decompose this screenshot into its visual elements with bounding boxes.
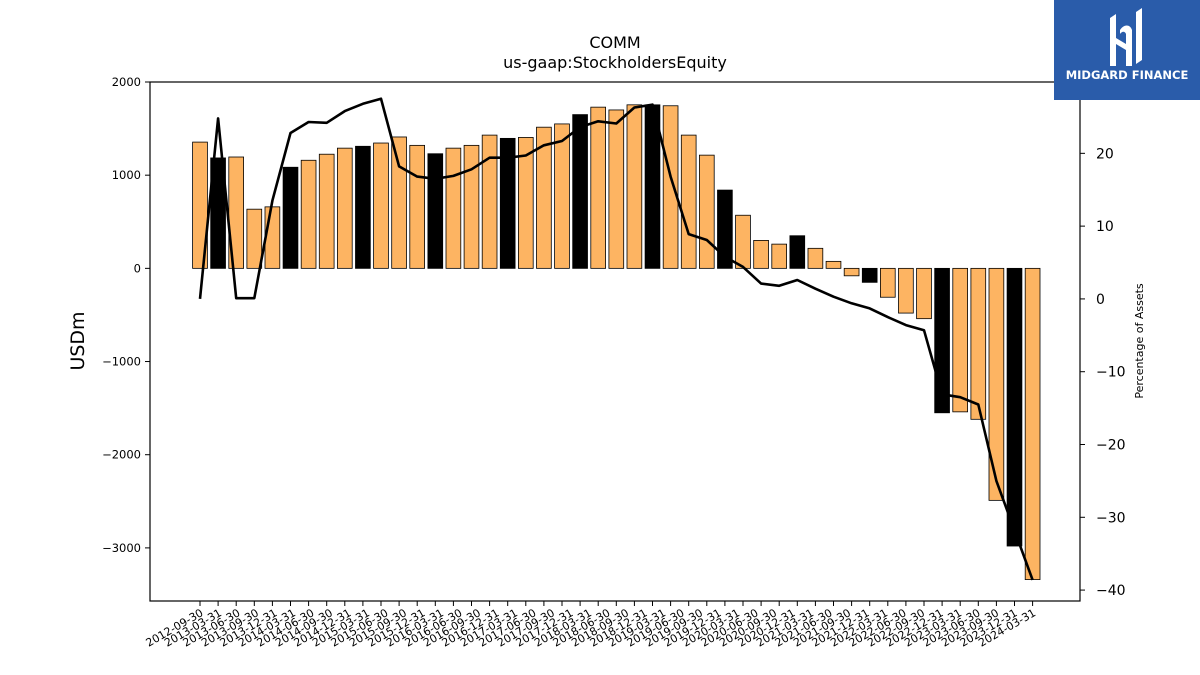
y2-tick-label: −30 <box>1096 510 1126 526</box>
bar-2016-03-31 <box>445 147 462 269</box>
midgard-m-logo-icon <box>1110 8 1142 66</box>
bar-2015-12-31 <box>427 153 444 269</box>
bar-2019-09-30 <box>699 154 715 269</box>
bar-2017-06-30 <box>536 126 552 269</box>
brand-logo: MIDGARD FINANCE <box>1054 0 1200 100</box>
x-axis: 2012-09-302013-03-312013-06-302013-09-30… <box>144 601 1038 650</box>
bar-2014-06-30 <box>318 153 335 269</box>
y2-tick-label: 20 <box>1096 146 1114 162</box>
plot-area-frame <box>149 81 1081 602</box>
bar-2014-03-31 <box>300 159 317 269</box>
bar-2014-09-30 <box>336 147 353 269</box>
bar-2016-06-30 <box>463 144 480 269</box>
bar-2018-09-30 <box>626 104 643 269</box>
bar-2020-09-30 <box>771 243 787 269</box>
bar-2022-03-31 <box>880 267 896 298</box>
y2-tick-label: −40 <box>1096 583 1126 599</box>
bar-2012-09-30 <box>192 141 208 269</box>
bar-2013-12-31 <box>282 166 299 269</box>
y2-tick-label: −10 <box>1096 365 1126 381</box>
bar-2015-09-30 <box>409 144 425 269</box>
bar-2022-09-30 <box>916 267 932 320</box>
bar-2023-09-30 <box>988 267 1005 501</box>
bar-2020-03-31 <box>735 214 751 269</box>
bar-2017-09-30 <box>554 123 570 269</box>
bar-2021-03-31 <box>807 247 824 269</box>
bar-2017-03-31 <box>518 137 534 269</box>
bar-2014-12-31 <box>355 145 371 269</box>
bar-2012-12-31 <box>210 157 226 269</box>
y-axis-label: USDm <box>67 311 89 370</box>
bar-2019-12-31 <box>717 189 733 269</box>
y-tick-label: −3000 <box>102 541 141 555</box>
bar-2013-06-30 <box>246 208 263 269</box>
chart-subtitle: us-gaap:StockholdersEquity <box>503 53 727 72</box>
bar-2013-09-30 <box>264 206 281 269</box>
bar-2021-09-30 <box>843 267 860 277</box>
bar-2020-12-31 <box>789 235 806 269</box>
brand-name: MIDGARD FINANCE <box>1065 68 1189 82</box>
bar-2015-03-31 <box>373 142 389 269</box>
bar-2023-03-31 <box>952 267 968 413</box>
bar-2016-09-30 <box>481 134 498 269</box>
bar-2015-06-30 <box>391 136 407 269</box>
bar-2021-06-30 <box>825 260 842 269</box>
bar-2022-06-30 <box>898 267 914 314</box>
left-y-axis: −3000 −2000 −1000 0 1000 2000 <box>102 75 150 555</box>
y-tick-label: −2000 <box>102 448 141 462</box>
bar-2019-06-30 <box>680 134 697 269</box>
bar-2019-03-31 <box>662 105 679 269</box>
bar-2023-12-31 <box>1006 267 1023 547</box>
y-tick-label: 0 <box>134 261 141 275</box>
bar-2018-06-30 <box>608 109 625 269</box>
bar-2021-12-31 <box>861 267 878 283</box>
bar-2020-06-30 <box>753 240 769 269</box>
bar-2024-03-31 <box>1024 267 1041 580</box>
right-y-axis: −40 −30 −20 −10 0 10 20 <box>1080 146 1126 599</box>
bar-2016-12-31 <box>499 137 516 269</box>
bar-series <box>192 104 1041 580</box>
y2-tick-label: 10 <box>1096 219 1114 235</box>
y2-tick-label: −20 <box>1096 437 1126 453</box>
bar-2018-03-31 <box>590 106 606 269</box>
bar-2017-12-31 <box>572 114 588 269</box>
y2-tick-label: 0 <box>1096 292 1105 308</box>
chart-title: COMM <box>589 33 640 52</box>
y-tick-label: −1000 <box>102 355 141 369</box>
y2-axis-label: Percentage of Assets <box>1133 283 1146 399</box>
y-tick-label: 1000 <box>112 168 141 182</box>
y-tick-label: 2000 <box>112 75 141 89</box>
bar-2023-06-30 <box>970 267 987 420</box>
percentage-of-assets-line <box>198 97 1034 581</box>
